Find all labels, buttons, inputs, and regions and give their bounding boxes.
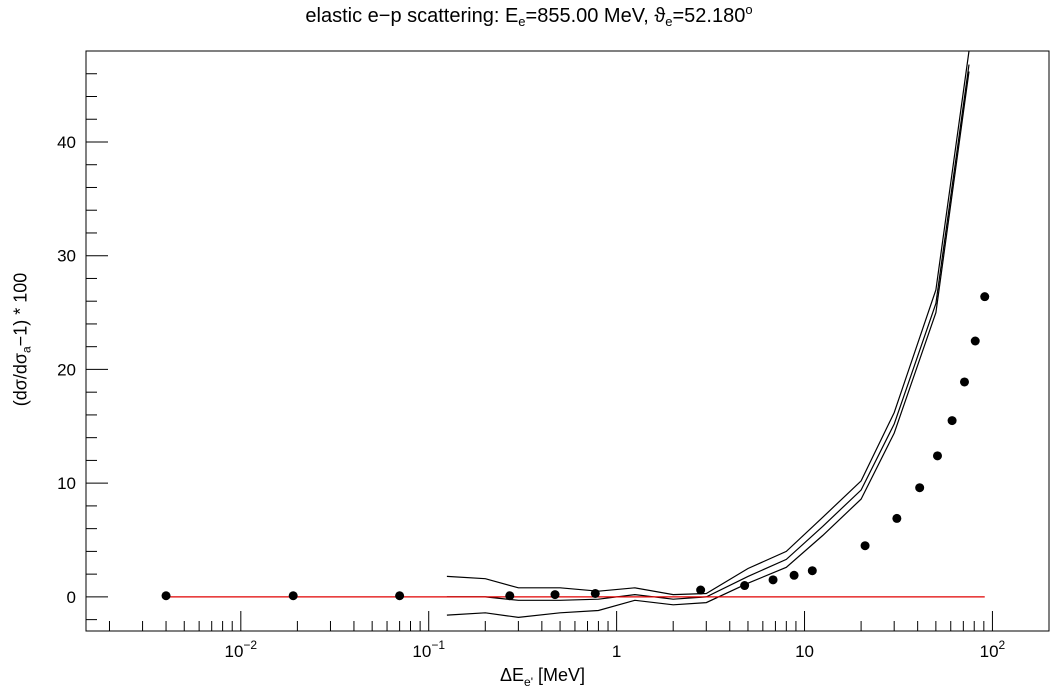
- data-point: [395, 591, 405, 601]
- data-point: [980, 292, 990, 302]
- data-point: [860, 541, 870, 551]
- x-tick-label: 1: [612, 642, 621, 661]
- data-point: [915, 483, 925, 493]
- band-curve-lower: [446, 71, 970, 619]
- chart-title: elastic e−p scattering: Ee=855.00 MeV, ϑ…: [305, 2, 753, 29]
- data-point: [590, 588, 600, 598]
- band-curve-center: [446, 64, 970, 601]
- data-point: [932, 451, 942, 461]
- x-tick-label: 102: [980, 638, 1006, 661]
- x-tick-label: 10−1: [412, 638, 445, 661]
- y-tick-label: 40: [57, 133, 76, 152]
- data-point: [696, 585, 706, 595]
- data-point: [740, 581, 750, 591]
- data-point: [807, 566, 817, 576]
- data-point: [892, 513, 902, 523]
- band-curve-upper: [446, 50, 970, 596]
- x-axis-label: ΔEe' [MeV]: [500, 665, 586, 689]
- data-point: [947, 416, 957, 426]
- data-point: [789, 570, 799, 580]
- data-point: [550, 590, 560, 600]
- data-point: [505, 591, 515, 601]
- y-tick-label: 0: [67, 588, 76, 607]
- x-tick-label: 10−2: [225, 638, 258, 661]
- data-point: [161, 591, 171, 601]
- data-point: [959, 377, 969, 387]
- y-tick-label: 10: [57, 474, 76, 493]
- y-tick-label: 20: [57, 360, 76, 379]
- x-tick-label: 10: [795, 642, 814, 661]
- data-point: [768, 575, 778, 585]
- data-point: [970, 336, 980, 346]
- y-tick-label: 30: [57, 247, 76, 266]
- plot-frame: [85, 50, 1050, 632]
- data-point: [288, 591, 298, 601]
